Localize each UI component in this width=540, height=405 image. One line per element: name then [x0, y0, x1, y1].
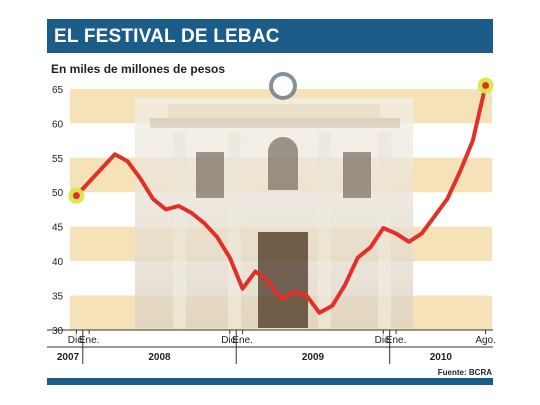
title-bar: EL FESTIVAL DE LEBAC — [47, 19, 493, 53]
source-note: Fuente: BCRA — [437, 368, 492, 377]
series-group — [74, 83, 488, 315]
axis-lines — [47, 329, 493, 348]
year-label: 2010 — [430, 352, 453, 363]
x-tick-label: Ene. — [232, 335, 253, 346]
x-tick-label: Dic. — [68, 335, 85, 346]
chart-title: EL FESTIVAL DE LEBAC — [54, 26, 280, 47]
x-tick-label: Ene. — [79, 335, 100, 346]
marker-group — [68, 77, 494, 204]
year-label: 2007 — [57, 352, 80, 363]
y-tick-label: 50 — [52, 188, 64, 199]
x-tick-label: Dic. — [375, 335, 392, 346]
year-label: 2009 — [302, 352, 325, 363]
year-axis: 2007 2008 2009 2010 — [57, 330, 453, 364]
x-tick-label: Dic. — [221, 335, 238, 346]
endpoint-marker — [482, 81, 490, 89]
y-tick-label: 60 — [52, 119, 64, 130]
x-tick-label: Ene. — [386, 335, 407, 346]
bottom-bar — [47, 378, 493, 385]
x-axis-ticks: Dic.Ene. Dic.Ene. Dic.Ene. Ago. — [68, 330, 496, 346]
series-line — [74, 83, 488, 315]
y-tick-label: 40 — [52, 257, 64, 268]
y-tick-label: 45 — [52, 223, 64, 234]
y-tick-label: 30 — [52, 326, 64, 337]
y-axis-ticks: 30 35 40 45 50 55 60 65 — [52, 85, 64, 337]
endpoint-marker — [72, 192, 80, 200]
y-tick-label: 65 — [52, 85, 64, 96]
chart-subtitle: En miles de millones de pesos — [51, 62, 226, 76]
y-tick-label: 35 — [52, 292, 64, 303]
y-tick-label: 55 — [52, 154, 64, 165]
x-tick-label: Ago. — [475, 335, 496, 346]
year-label: 2008 — [148, 352, 171, 363]
